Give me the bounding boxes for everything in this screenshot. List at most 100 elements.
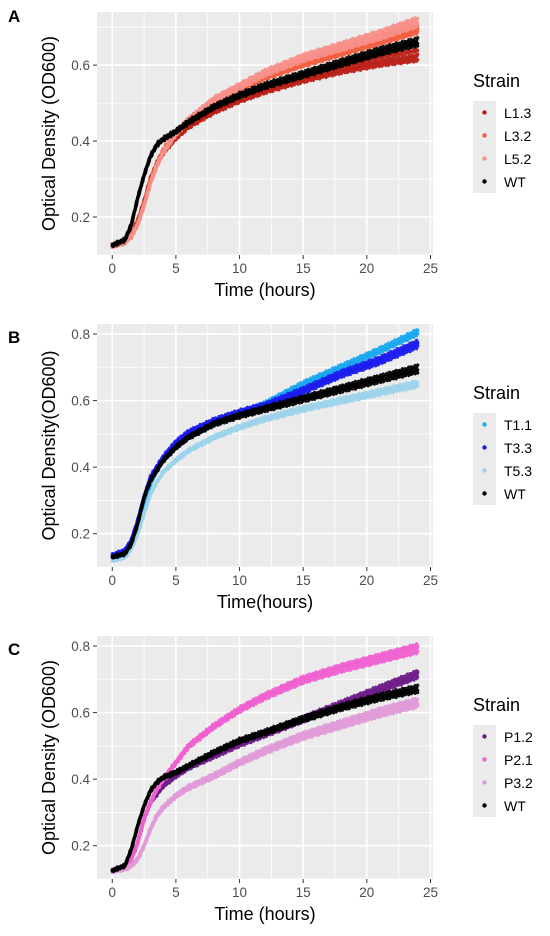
legend-dot — [482, 110, 487, 115]
legend-item-P3.2: P3.2 — [473, 771, 533, 794]
legend-title: Strain — [473, 383, 520, 403]
legend-label: T5.3 — [504, 463, 532, 479]
legend-item-P1.2: P1.2 — [473, 725, 533, 748]
panel-letter: A — [8, 7, 20, 26]
legend-label: T3.3 — [504, 440, 532, 456]
y-tick-label: 0.2 — [71, 527, 90, 542]
x-tick-label: 25 — [423, 885, 438, 900]
x-tick-label: 5 — [172, 261, 180, 276]
data-layer — [110, 642, 420, 875]
legend-dot — [482, 757, 487, 762]
y-axis-title: Optical Density (OD600) — [39, 660, 59, 855]
y-tick-label: 0.4 — [71, 460, 90, 475]
legend-dot — [482, 422, 487, 427]
replicate-trace — [110, 363, 420, 560]
y-tick-label: 0.6 — [71, 394, 90, 409]
series-L5.2 — [110, 16, 420, 249]
legend-dot — [482, 780, 487, 785]
series-WT — [110, 363, 420, 560]
y-axis-title: Optical Density (OD600) — [39, 36, 59, 231]
panel-A: A 0 5 10 15 20 25 0.2 0.4 0.6 Time (hours) Optical … — [8, 7, 531, 300]
data-layer — [110, 16, 420, 249]
replicate-trace — [110, 379, 420, 563]
series-WT — [110, 683, 420, 874]
legend-label: WT — [504, 486, 526, 502]
y-tick-label: 0.8 — [71, 639, 90, 654]
legend-dot — [482, 734, 487, 739]
y-tick-label: 0.6 — [71, 58, 90, 73]
legend-dot — [482, 179, 487, 184]
x-tick-label: 20 — [359, 885, 374, 900]
x-axis-title: Time (hours) — [214, 904, 315, 924]
legend: Strain T1.1 T3.3 T5.3 WT — [473, 383, 532, 505]
x-tick-label: 5 — [172, 573, 180, 588]
x-axis-title: Time(hours) — [217, 592, 313, 612]
legend-title: Strain — [473, 71, 520, 91]
x-tick-label: 25 — [423, 573, 438, 588]
replicate-trace — [110, 338, 420, 557]
x-tick-label: 10 — [232, 261, 247, 276]
legend-label: L1.3 — [504, 105, 531, 121]
x-tick-label: 25 — [423, 261, 438, 276]
legend-dot — [482, 491, 487, 496]
panel-C: C 0 5 10 15 20 25 0.2 0.4 0.6 0.8 Time (hours) Optic… — [8, 636, 533, 924]
panel-letter: C — [8, 640, 20, 659]
data-layer — [110, 328, 420, 564]
legend-item-L1.3: L1.3 — [473, 101, 531, 124]
legend-item-L3.2: L3.2 — [473, 124, 531, 147]
series-P3.2 — [110, 696, 420, 874]
legend-item-WT: WT — [473, 482, 526, 505]
legend-label: T1.1 — [504, 417, 532, 433]
legend: Strain L1.3 L3.2 L5.2 WT — [473, 71, 531, 193]
legend-dot — [482, 803, 487, 808]
legend-item-WT: WT — [473, 794, 526, 817]
replicate-trace — [110, 16, 420, 248]
x-tick-label: 0 — [109, 573, 117, 588]
series-T5.3 — [110, 379, 420, 564]
panel-B: B 0 5 10 15 20 25 0.2 0.4 0.6 0.8 Time(hours) Optica… — [8, 324, 532, 612]
y-tick-label: 0.6 — [71, 706, 90, 721]
legend-item-T3.3: T3.3 — [473, 436, 532, 459]
legend-label: L5.2 — [504, 151, 531, 167]
legend: Strain P1.2 P2.1 P3.2 WT — [473, 695, 533, 817]
x-tick-label: 20 — [359, 261, 374, 276]
replicate-trace — [110, 696, 420, 873]
legend-label: P2.1 — [504, 752, 533, 768]
x-tick-label: 0 — [109, 261, 117, 276]
x-tick-label: 15 — [296, 261, 311, 276]
legend-item-L5.2: L5.2 — [473, 147, 531, 170]
y-tick-label: 0.4 — [71, 772, 90, 787]
x-tick-label: 15 — [296, 885, 311, 900]
y-tick-label: 0.4 — [71, 134, 90, 149]
x-tick-label: 15 — [296, 573, 311, 588]
series-WT — [110, 36, 420, 248]
legend-item-P2.1: P2.1 — [473, 748, 533, 771]
legend-label: L3.2 — [504, 128, 531, 144]
legend-item-T5.3: T5.3 — [473, 459, 532, 482]
replicate-trace — [110, 36, 420, 248]
replicate-trace — [110, 683, 420, 873]
plot-background — [97, 636, 433, 879]
legend-title: Strain — [473, 695, 520, 715]
x-tick-label: 0 — [109, 885, 117, 900]
x-tick-label: 20 — [359, 573, 374, 588]
y-tick-label: 0.2 — [71, 210, 90, 225]
y-axis-title: Optical Density(OD600) — [39, 350, 59, 540]
x-tick-label: 10 — [232, 885, 247, 900]
x-tick-label: 10 — [232, 573, 247, 588]
y-tick-label: 0.8 — [71, 327, 90, 342]
legend-dot — [482, 156, 487, 161]
x-tick-label: 5 — [172, 885, 180, 900]
legend-dot — [482, 445, 487, 450]
legend-label: P1.2 — [504, 729, 533, 745]
legend-label: P3.2 — [504, 775, 533, 791]
x-axis-title: Time (hours) — [214, 280, 315, 300]
legend-dot — [482, 468, 487, 473]
legend-label: WT — [504, 174, 526, 190]
legend-dot — [482, 133, 487, 138]
legend-item-WT: WT — [473, 170, 526, 193]
panel-letter: B — [8, 328, 20, 347]
legend-item-T1.1: T1.1 — [473, 413, 532, 436]
y-tick-label: 0.2 — [71, 839, 90, 854]
